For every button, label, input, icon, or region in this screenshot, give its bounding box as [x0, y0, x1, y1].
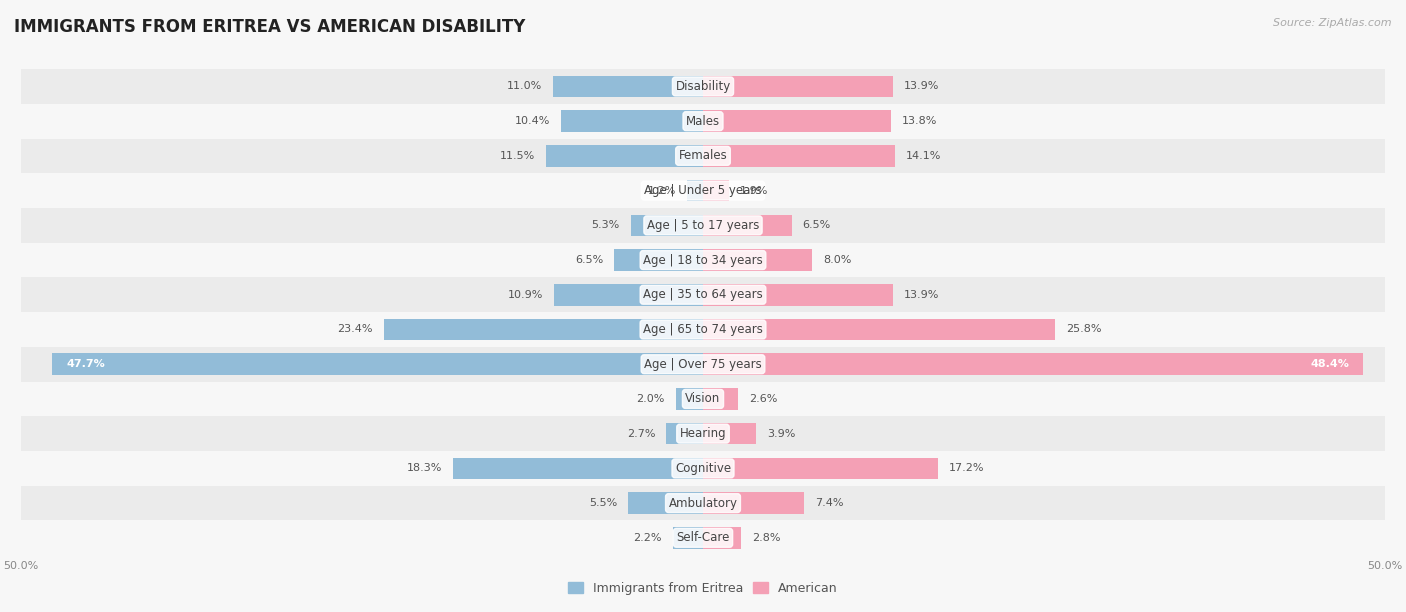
Text: 6.5%: 6.5% — [803, 220, 831, 230]
Text: 14.1%: 14.1% — [907, 151, 942, 161]
Bar — [21, 243, 1385, 277]
Text: 3.9%: 3.9% — [768, 428, 796, 439]
Text: 1.9%: 1.9% — [740, 185, 768, 196]
Text: Self-Care: Self-Care — [676, 531, 730, 544]
Bar — [666, 423, 703, 444]
Text: 2.2%: 2.2% — [634, 533, 662, 543]
Bar — [21, 138, 1385, 173]
Text: 2.8%: 2.8% — [752, 533, 780, 543]
Bar — [21, 381, 1385, 416]
Text: Age | 65 to 74 years: Age | 65 to 74 years — [643, 323, 763, 336]
Bar — [21, 208, 1385, 243]
Bar — [21, 104, 1385, 138]
Bar — [703, 215, 792, 236]
Bar — [703, 492, 804, 514]
Bar — [673, 527, 703, 548]
Bar — [52, 354, 703, 375]
Bar — [21, 277, 1385, 312]
Text: 8.0%: 8.0% — [823, 255, 852, 265]
Text: 6.5%: 6.5% — [575, 255, 603, 265]
Text: Age | Under 5 years: Age | Under 5 years — [644, 184, 762, 197]
Text: 2.7%: 2.7% — [627, 428, 655, 439]
Text: Males: Males — [686, 114, 720, 128]
Text: Age | Over 75 years: Age | Over 75 years — [644, 357, 762, 371]
Bar — [21, 173, 1385, 208]
Text: 47.7%: 47.7% — [66, 359, 105, 369]
Text: Age | 18 to 34 years: Age | 18 to 34 years — [643, 253, 763, 267]
Bar — [676, 388, 703, 409]
Text: 7.4%: 7.4% — [815, 498, 844, 508]
Bar — [703, 354, 1362, 375]
Text: 23.4%: 23.4% — [337, 324, 373, 335]
Bar — [546, 145, 703, 166]
Text: Hearing: Hearing — [679, 427, 727, 440]
Bar — [21, 69, 1385, 104]
Bar — [703, 527, 741, 548]
Bar — [21, 416, 1385, 451]
Bar — [21, 520, 1385, 555]
Bar — [21, 451, 1385, 486]
Legend: Immigrants from Eritrea, American: Immigrants from Eritrea, American — [562, 577, 844, 600]
Bar — [553, 76, 703, 97]
Text: 10.9%: 10.9% — [508, 289, 544, 300]
Bar — [703, 388, 738, 409]
Text: Cognitive: Cognitive — [675, 462, 731, 475]
Text: 13.9%: 13.9% — [904, 81, 939, 91]
Text: IMMIGRANTS FROM ERITREA VS AMERICAN DISABILITY: IMMIGRANTS FROM ERITREA VS AMERICAN DISA… — [14, 18, 526, 36]
Bar — [561, 110, 703, 132]
Text: 13.9%: 13.9% — [904, 289, 939, 300]
Text: 13.8%: 13.8% — [903, 116, 938, 126]
Bar — [628, 492, 703, 514]
Bar — [703, 319, 1054, 340]
Text: 17.2%: 17.2% — [949, 463, 984, 473]
Bar — [703, 458, 938, 479]
Bar — [21, 347, 1385, 381]
Text: Vision: Vision — [685, 392, 721, 405]
Bar — [703, 110, 891, 132]
Text: 1.2%: 1.2% — [647, 185, 676, 196]
Text: 5.3%: 5.3% — [592, 220, 620, 230]
Text: 11.0%: 11.0% — [506, 81, 543, 91]
Text: Disability: Disability — [675, 80, 731, 93]
Bar — [703, 145, 896, 166]
Bar — [686, 180, 703, 201]
Bar — [703, 76, 893, 97]
Bar — [21, 312, 1385, 347]
Text: Age | 35 to 64 years: Age | 35 to 64 years — [643, 288, 763, 301]
Bar — [453, 458, 703, 479]
Text: 2.0%: 2.0% — [637, 394, 665, 404]
Text: Ambulatory: Ambulatory — [668, 496, 738, 510]
Bar — [21, 486, 1385, 520]
Bar — [631, 215, 703, 236]
Text: 2.6%: 2.6% — [749, 394, 778, 404]
Bar — [614, 249, 703, 271]
Bar — [703, 249, 813, 271]
Text: 10.4%: 10.4% — [515, 116, 550, 126]
Bar — [703, 423, 756, 444]
Bar — [703, 180, 728, 201]
Text: 18.3%: 18.3% — [408, 463, 443, 473]
Bar — [384, 319, 703, 340]
Text: 25.8%: 25.8% — [1066, 324, 1101, 335]
Bar — [703, 284, 893, 305]
Text: 11.5%: 11.5% — [501, 151, 536, 161]
Bar — [554, 284, 703, 305]
Text: Source: ZipAtlas.com: Source: ZipAtlas.com — [1274, 18, 1392, 28]
Text: Females: Females — [679, 149, 727, 162]
Text: Age | 5 to 17 years: Age | 5 to 17 years — [647, 219, 759, 232]
Text: 5.5%: 5.5% — [589, 498, 617, 508]
Text: 48.4%: 48.4% — [1310, 359, 1350, 369]
